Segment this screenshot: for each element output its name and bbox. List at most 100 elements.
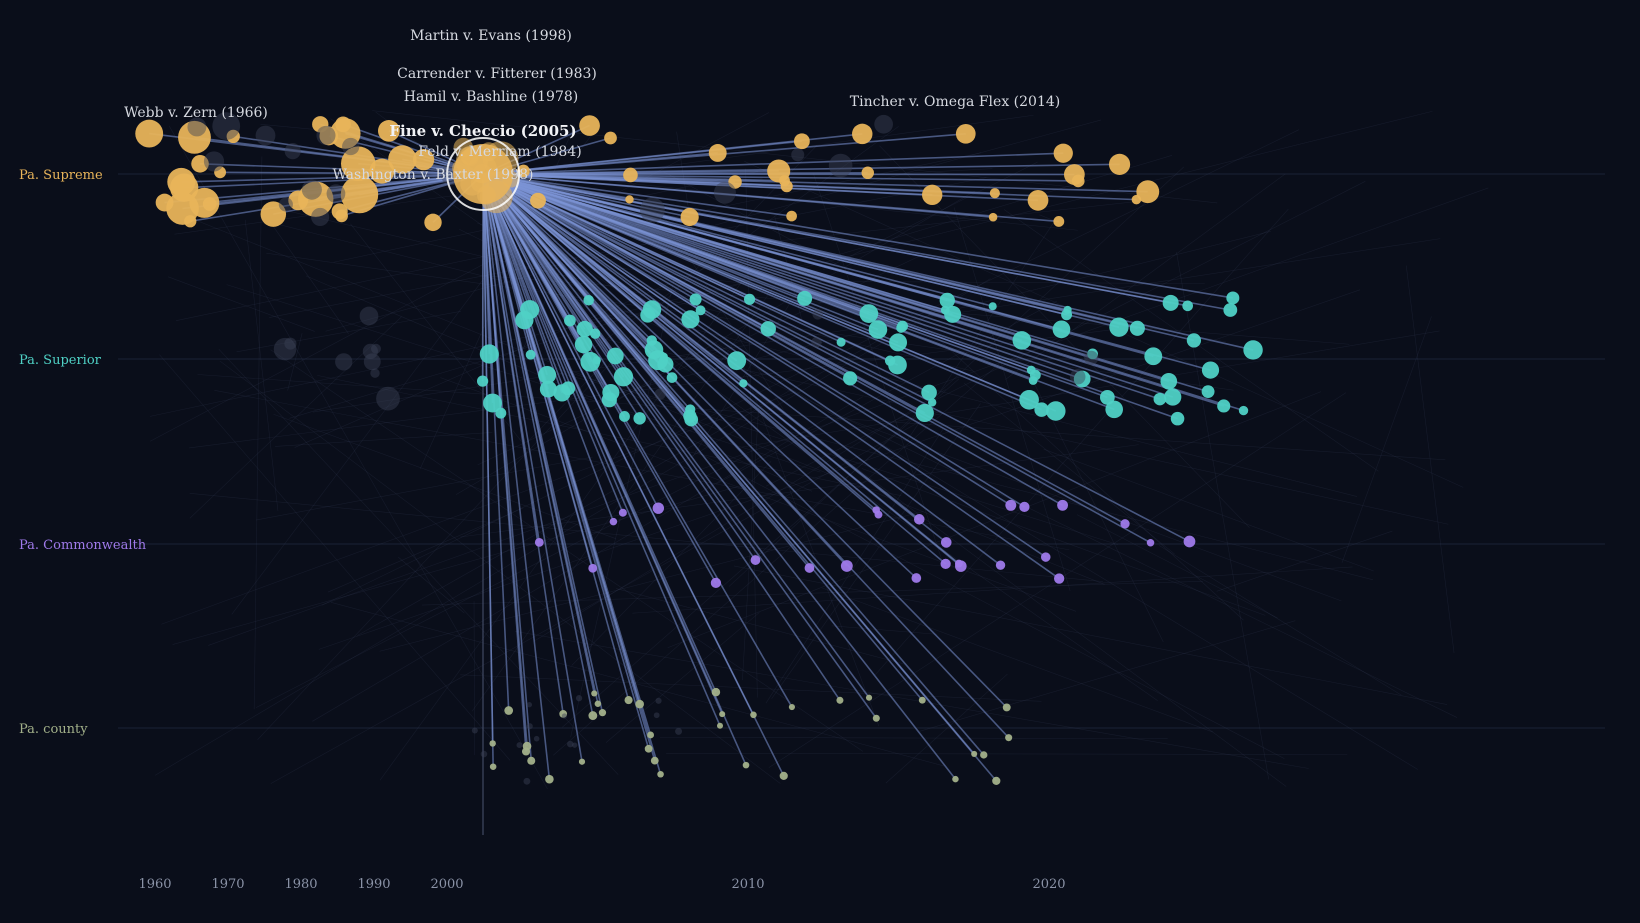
case-node-superior[interactable]: [1201, 385, 1215, 399]
case-node-supreme[interactable]: [874, 114, 893, 134]
case-node-superior[interactable]: [633, 412, 646, 425]
case-node-county[interactable]: [980, 751, 988, 759]
case-node-superior[interactable]: [525, 349, 536, 360]
case-node-superior[interactable]: [335, 353, 353, 371]
case-node-superior[interactable]: [476, 375, 489, 387]
case-node-commonwealth[interactable]: [874, 510, 883, 519]
case-node-county[interactable]: [872, 714, 880, 722]
case-node-supreme[interactable]: [604, 131, 617, 145]
case-node-supreme[interactable]: [260, 201, 287, 227]
case-node-superior[interactable]: [939, 292, 955, 309]
case-node-superior[interactable]: [483, 393, 503, 413]
case-node-superior[interactable]: [1243, 340, 1263, 360]
case-node-superior[interactable]: [695, 305, 706, 316]
case-node-commonwealth[interactable]: [652, 502, 665, 514]
case-node-superior[interactable]: [988, 302, 997, 311]
case-node-commonwealth[interactable]: [940, 558, 951, 569]
case-node-superior[interactable]: [836, 337, 846, 347]
case-node-superior[interactable]: [1144, 347, 1163, 366]
case-node-supreme[interactable]: [955, 123, 976, 144]
case-node-supreme[interactable]: [214, 166, 227, 179]
case-node-supreme[interactable]: [312, 116, 329, 133]
case-node-commonwealth[interactable]: [804, 563, 815, 573]
case-node-commonwealth[interactable]: [588, 563, 598, 573]
case-node-supreme[interactable]: [316, 125, 336, 145]
case-node-county[interactable]: [779, 771, 788, 780]
case-node-supreme[interactable]: [278, 197, 293, 212]
case-node-supreme[interactable]: [780, 180, 793, 193]
case-node-superior[interactable]: [1223, 303, 1238, 317]
case-node-superior[interactable]: [539, 380, 557, 398]
case-node-commonwealth[interactable]: [913, 514, 925, 525]
case-node-superior[interactable]: [743, 293, 756, 305]
case-node-superior[interactable]: [896, 323, 906, 333]
case-node-county[interactable]: [489, 740, 496, 747]
case-node-supreme[interactable]: [791, 148, 805, 162]
case-node-supreme[interactable]: [988, 212, 998, 222]
case-node-commonwealth[interactable]: [995, 560, 1006, 570]
case-node-superior[interactable]: [812, 308, 824, 320]
case-node-county[interactable]: [655, 697, 662, 704]
case-node-superior[interactable]: [363, 353, 381, 371]
case-node-county[interactable]: [1005, 734, 1013, 742]
case-node-supreme[interactable]: [167, 167, 196, 196]
case-node-superior[interactable]: [1061, 309, 1073, 321]
case-node-superior[interactable]: [889, 333, 908, 352]
case-node-county[interactable]: [527, 756, 536, 765]
case-node-superior[interactable]: [538, 365, 557, 384]
case-node-supreme[interactable]: [680, 207, 699, 227]
case-node-superior[interactable]: [1026, 365, 1036, 375]
case-node-county[interactable]: [571, 742, 578, 748]
case-node-superior[interactable]: [1019, 390, 1039, 410]
case-node-supreme[interactable]: [301, 179, 322, 200]
case-node-superior[interactable]: [370, 368, 380, 378]
case-node-superior[interactable]: [1034, 402, 1049, 417]
case-node-superior[interactable]: [1100, 390, 1115, 405]
case-node-supreme[interactable]: [793, 133, 810, 150]
case-node-county[interactable]: [489, 763, 497, 771]
case-node-commonwealth[interactable]: [1057, 499, 1069, 511]
case-node-supreme[interactable]: [331, 203, 348, 220]
case-node-supreme[interactable]: [623, 167, 638, 183]
case-node-county[interactable]: [742, 761, 750, 769]
case-node-supreme[interactable]: [340, 146, 376, 181]
case-node-county[interactable]: [471, 727, 478, 734]
case-node-superior[interactable]: [515, 311, 534, 330]
case-node-superior[interactable]: [613, 367, 634, 387]
case-node-commonwealth[interactable]: [911, 573, 922, 583]
case-node-commonwealth[interactable]: [954, 559, 963, 568]
case-node-county[interactable]: [567, 740, 574, 748]
case-node-superior[interactable]: [1046, 401, 1066, 421]
case-node-supreme[interactable]: [786, 210, 797, 222]
case-node-county[interactable]: [598, 709, 607, 717]
case-node-commonwealth[interactable]: [1146, 538, 1155, 547]
case-node-superior[interactable]: [940, 305, 950, 315]
case-node-county[interactable]: [635, 699, 644, 709]
case-node-supreme[interactable]: [298, 181, 334, 217]
case-node-supreme[interactable]: [178, 120, 211, 154]
case-node-superior[interactable]: [915, 403, 934, 423]
case-node-commonwealth[interactable]: [1005, 499, 1017, 511]
case-node-superior[interactable]: [376, 386, 400, 411]
case-node-superior[interactable]: [859, 304, 879, 323]
case-node-superior[interactable]: [576, 320, 593, 338]
case-node-supreme[interactable]: [861, 166, 874, 180]
case-node-superior[interactable]: [1105, 400, 1123, 419]
case-node-commonwealth[interactable]: [750, 555, 761, 565]
case-node-supreme[interactable]: [828, 153, 853, 178]
case-node-superior[interactable]: [654, 388, 666, 400]
case-node-supreme[interactable]: [728, 175, 742, 189]
case-node-county[interactable]: [657, 770, 664, 778]
case-node-superior[interactable]: [1087, 348, 1098, 360]
case-node-commonwealth[interactable]: [940, 537, 952, 548]
case-node-superior[interactable]: [739, 379, 748, 388]
case-node-county[interactable]: [1002, 703, 1011, 712]
case-node-supreme[interactable]: [1053, 143, 1073, 163]
case-node-county[interactable]: [526, 702, 533, 708]
case-node-county[interactable]: [716, 722, 724, 729]
case-node-commonwealth[interactable]: [1040, 552, 1051, 562]
case-node-commonwealth[interactable]: [840, 560, 853, 572]
case-node-superior[interactable]: [1238, 405, 1249, 416]
case-node-commonwealth[interactable]: [1053, 573, 1065, 584]
case-node-supreme[interactable]: [288, 190, 309, 211]
